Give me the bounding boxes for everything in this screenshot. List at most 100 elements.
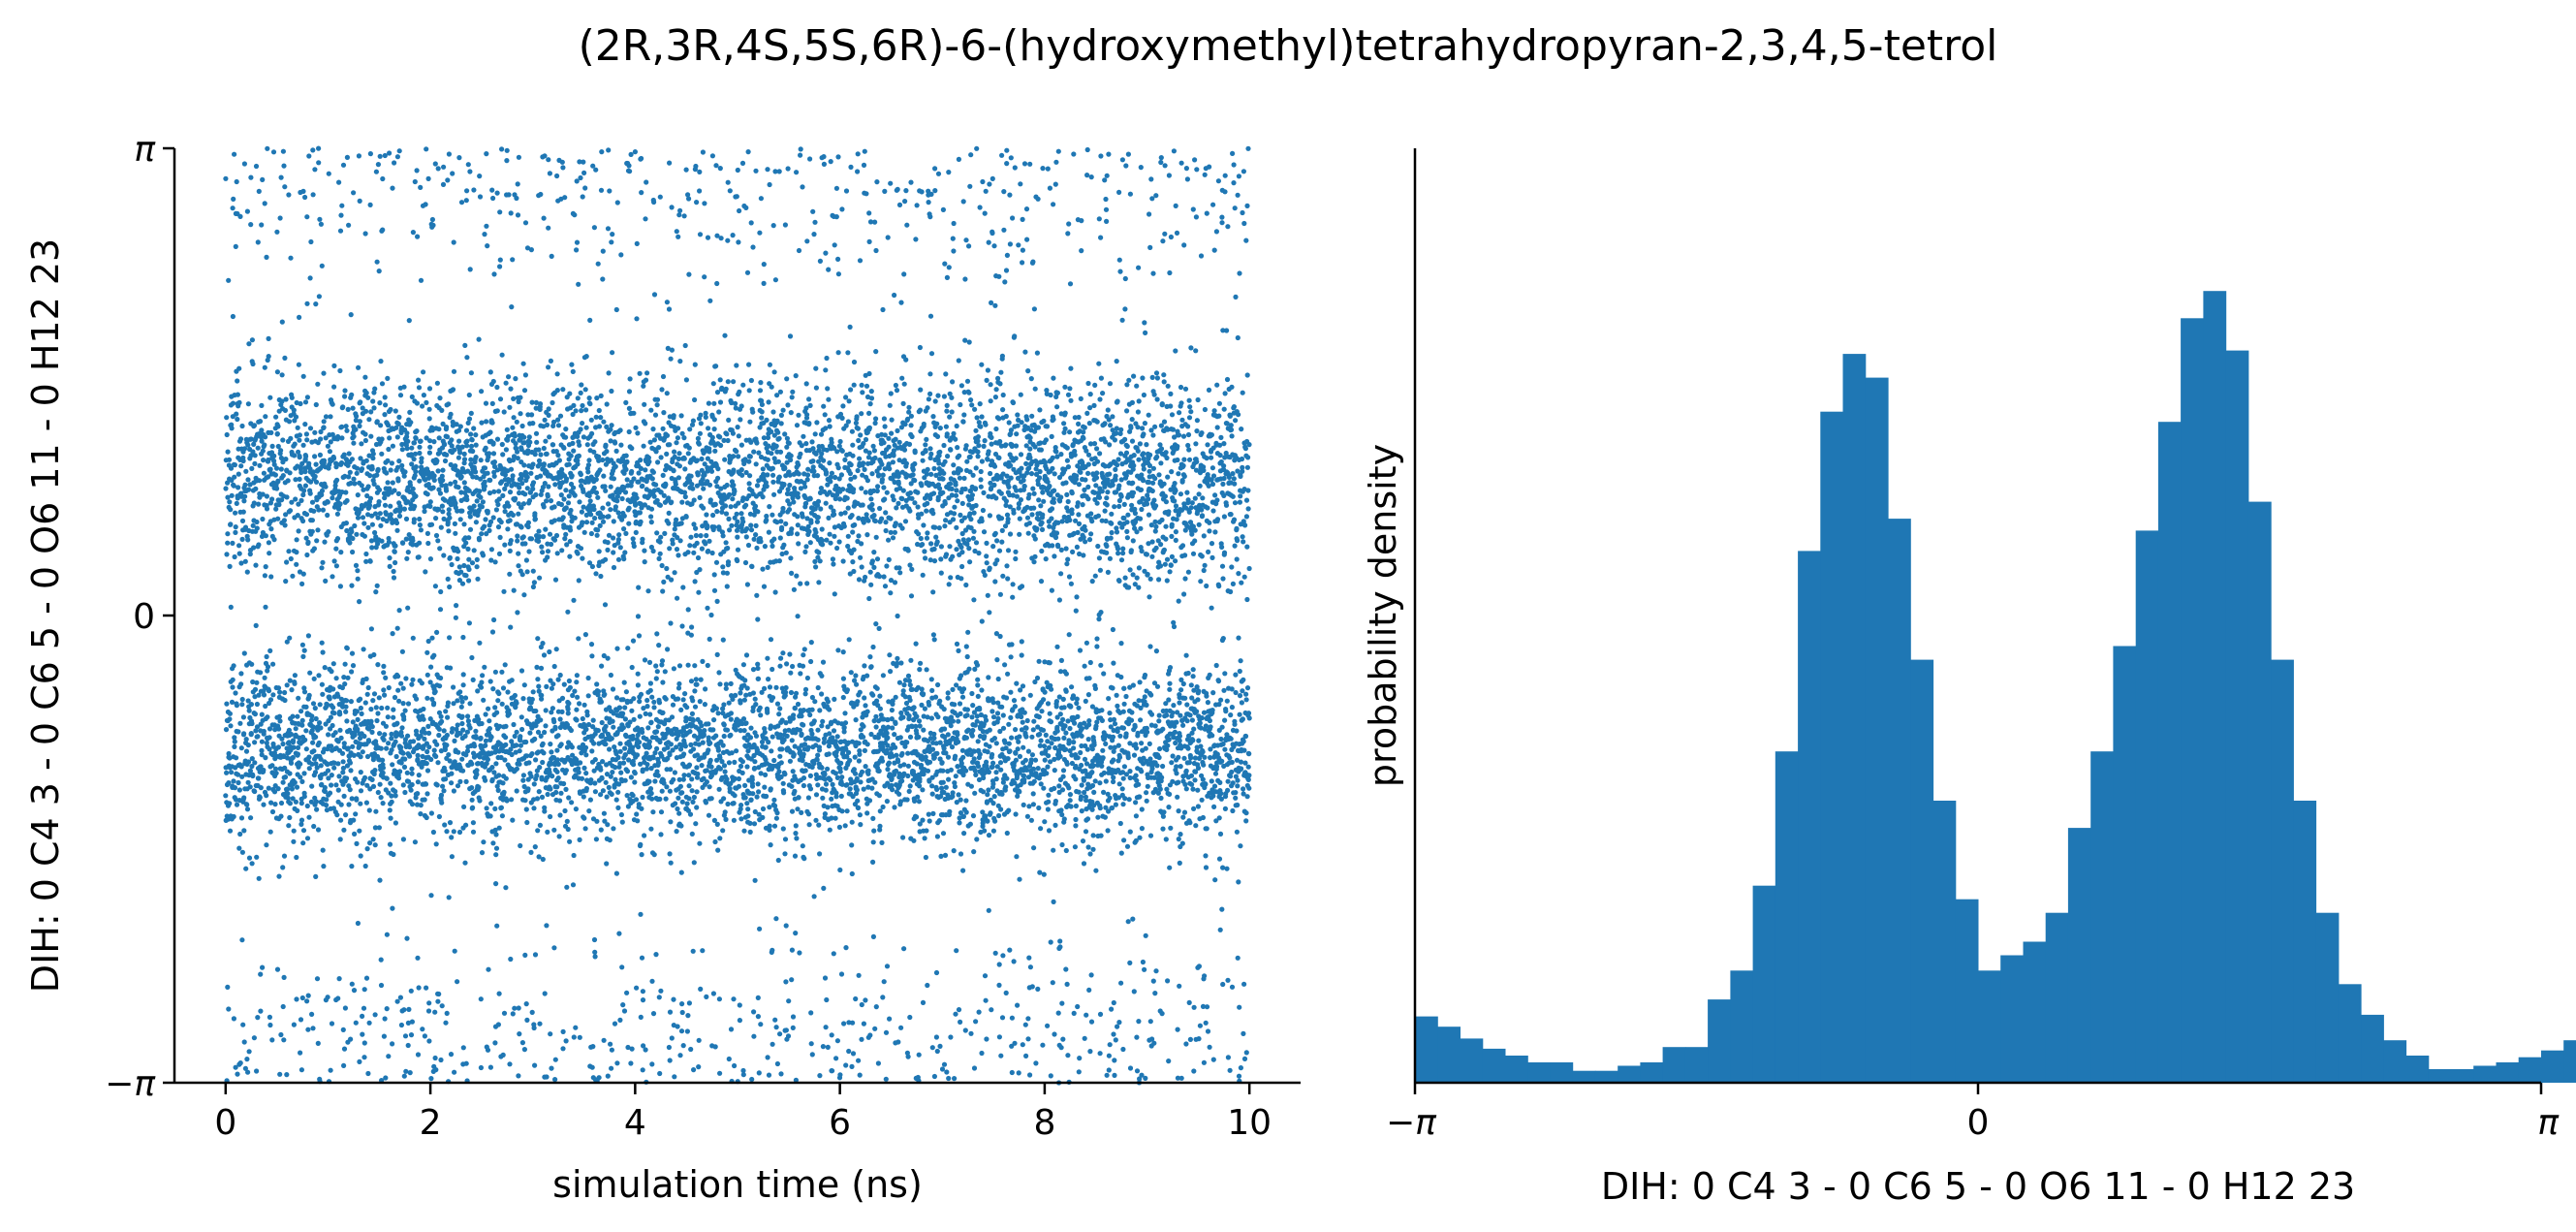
- scatter-point: [599, 149, 605, 155]
- scatter-point: [425, 540, 431, 547]
- scatter-point: [557, 812, 563, 818]
- scatter-point: [581, 159, 586, 165]
- scatter-point: [545, 791, 550, 798]
- scatter-point: [490, 451, 497, 457]
- scatter-point: [530, 461, 536, 467]
- scatter-point: [345, 745, 351, 751]
- scatter-point: [376, 695, 382, 701]
- scatter-point: [535, 828, 541, 834]
- scatter-point: [720, 742, 726, 748]
- scatter-point: [313, 401, 319, 408]
- scatter-point: [540, 759, 546, 766]
- scatter-point: [393, 559, 398, 566]
- scatter-point: [514, 788, 519, 794]
- scatter-point: [333, 676, 339, 681]
- scatter-point: [304, 214, 310, 220]
- scatter-point: [432, 161, 438, 167]
- scatter-point: [681, 213, 687, 219]
- scatter-point: [274, 229, 280, 235]
- scatter-point: [466, 392, 472, 398]
- scatter-point: [731, 817, 738, 823]
- scatter-point: [479, 420, 485, 426]
- scatter-point: [288, 731, 294, 738]
- scatter-point: [275, 744, 281, 750]
- scatter-point: [385, 375, 391, 381]
- scatter-point: [267, 395, 273, 400]
- scatter-point: [349, 669, 355, 675]
- scatter-point: [300, 571, 306, 577]
- scatter-point: [606, 501, 612, 507]
- scatter-point: [580, 421, 585, 426]
- scatter-point: [538, 191, 544, 198]
- scatter-point: [473, 469, 479, 475]
- scatter-point: [549, 685, 555, 691]
- scatter-point: [503, 735, 509, 741]
- scatter-point: [409, 394, 415, 399]
- scatter-point: [346, 783, 352, 789]
- scatter-point: [294, 550, 299, 555]
- scatter-point: [464, 496, 470, 503]
- scatter-point: [321, 864, 327, 869]
- scatter-point: [497, 396, 504, 402]
- scatter-point: [422, 1033, 427, 1039]
- scatter-point: [516, 551, 521, 556]
- scatter-point: [378, 795, 384, 801]
- scatter-point: [299, 642, 305, 648]
- scatter-point: [338, 212, 344, 218]
- scatter-point: [540, 550, 546, 555]
- scatter-point: [644, 762, 650, 768]
- scatter-point: [697, 699, 703, 705]
- scatter-point: [424, 768, 431, 774]
- scatter-point: [346, 222, 352, 228]
- scatter-point: [308, 479, 314, 485]
- scatter-point: [544, 498, 550, 504]
- scatter-point: [656, 995, 662, 1000]
- scatter-point: [495, 698, 501, 704]
- scatter-point: [224, 415, 230, 421]
- scatter-point: [319, 491, 325, 498]
- scatter-point: [528, 774, 534, 779]
- scatter-point: [599, 663, 605, 669]
- scatter-point: [223, 175, 229, 181]
- scatter-point: [248, 174, 254, 180]
- scatter-point: [426, 416, 432, 422]
- scatter-point: [304, 395, 310, 400]
- scatter-point: [340, 162, 347, 168]
- scatter-point: [244, 806, 251, 812]
- scatter-point: [259, 427, 265, 433]
- scatter-point: [576, 636, 581, 642]
- scatter-point: [461, 521, 467, 527]
- scatter-point: [487, 527, 492, 534]
- scatter-point: [436, 726, 442, 732]
- scatter-point: [657, 739, 663, 745]
- scatter-point: [494, 190, 500, 196]
- scatter-point: [453, 615, 458, 620]
- scatter-point: [547, 648, 552, 655]
- scatter-point: [232, 743, 237, 750]
- scatter-point: [678, 521, 684, 526]
- scatter-point: [224, 701, 230, 707]
- scatter-point: [418, 803, 424, 808]
- scatter-point: [469, 785, 475, 791]
- scatter-point: [554, 173, 560, 179]
- scatter-point: [275, 478, 281, 484]
- scatter-point: [233, 529, 238, 536]
- scatter-point: [721, 722, 727, 728]
- scatter-point: [639, 190, 644, 196]
- scatter-point: [287, 635, 293, 641]
- scatter-point: [375, 662, 381, 668]
- scatter-point: [251, 423, 258, 428]
- scatter-point: [634, 811, 640, 817]
- scatter-point: [527, 439, 533, 445]
- scatter-point: [406, 318, 412, 324]
- scatter-point: [581, 702, 587, 708]
- scatter-point: [449, 780, 455, 786]
- scatter-point: [513, 376, 518, 382]
- scatter-point: [380, 801, 386, 806]
- scatter-point: [714, 651, 720, 658]
- scatter-point: [695, 435, 702, 441]
- scatter-point: [362, 231, 368, 237]
- scatter-point: [463, 573, 469, 579]
- scatter-point: [312, 473, 318, 480]
- scatter-point: [292, 779, 298, 785]
